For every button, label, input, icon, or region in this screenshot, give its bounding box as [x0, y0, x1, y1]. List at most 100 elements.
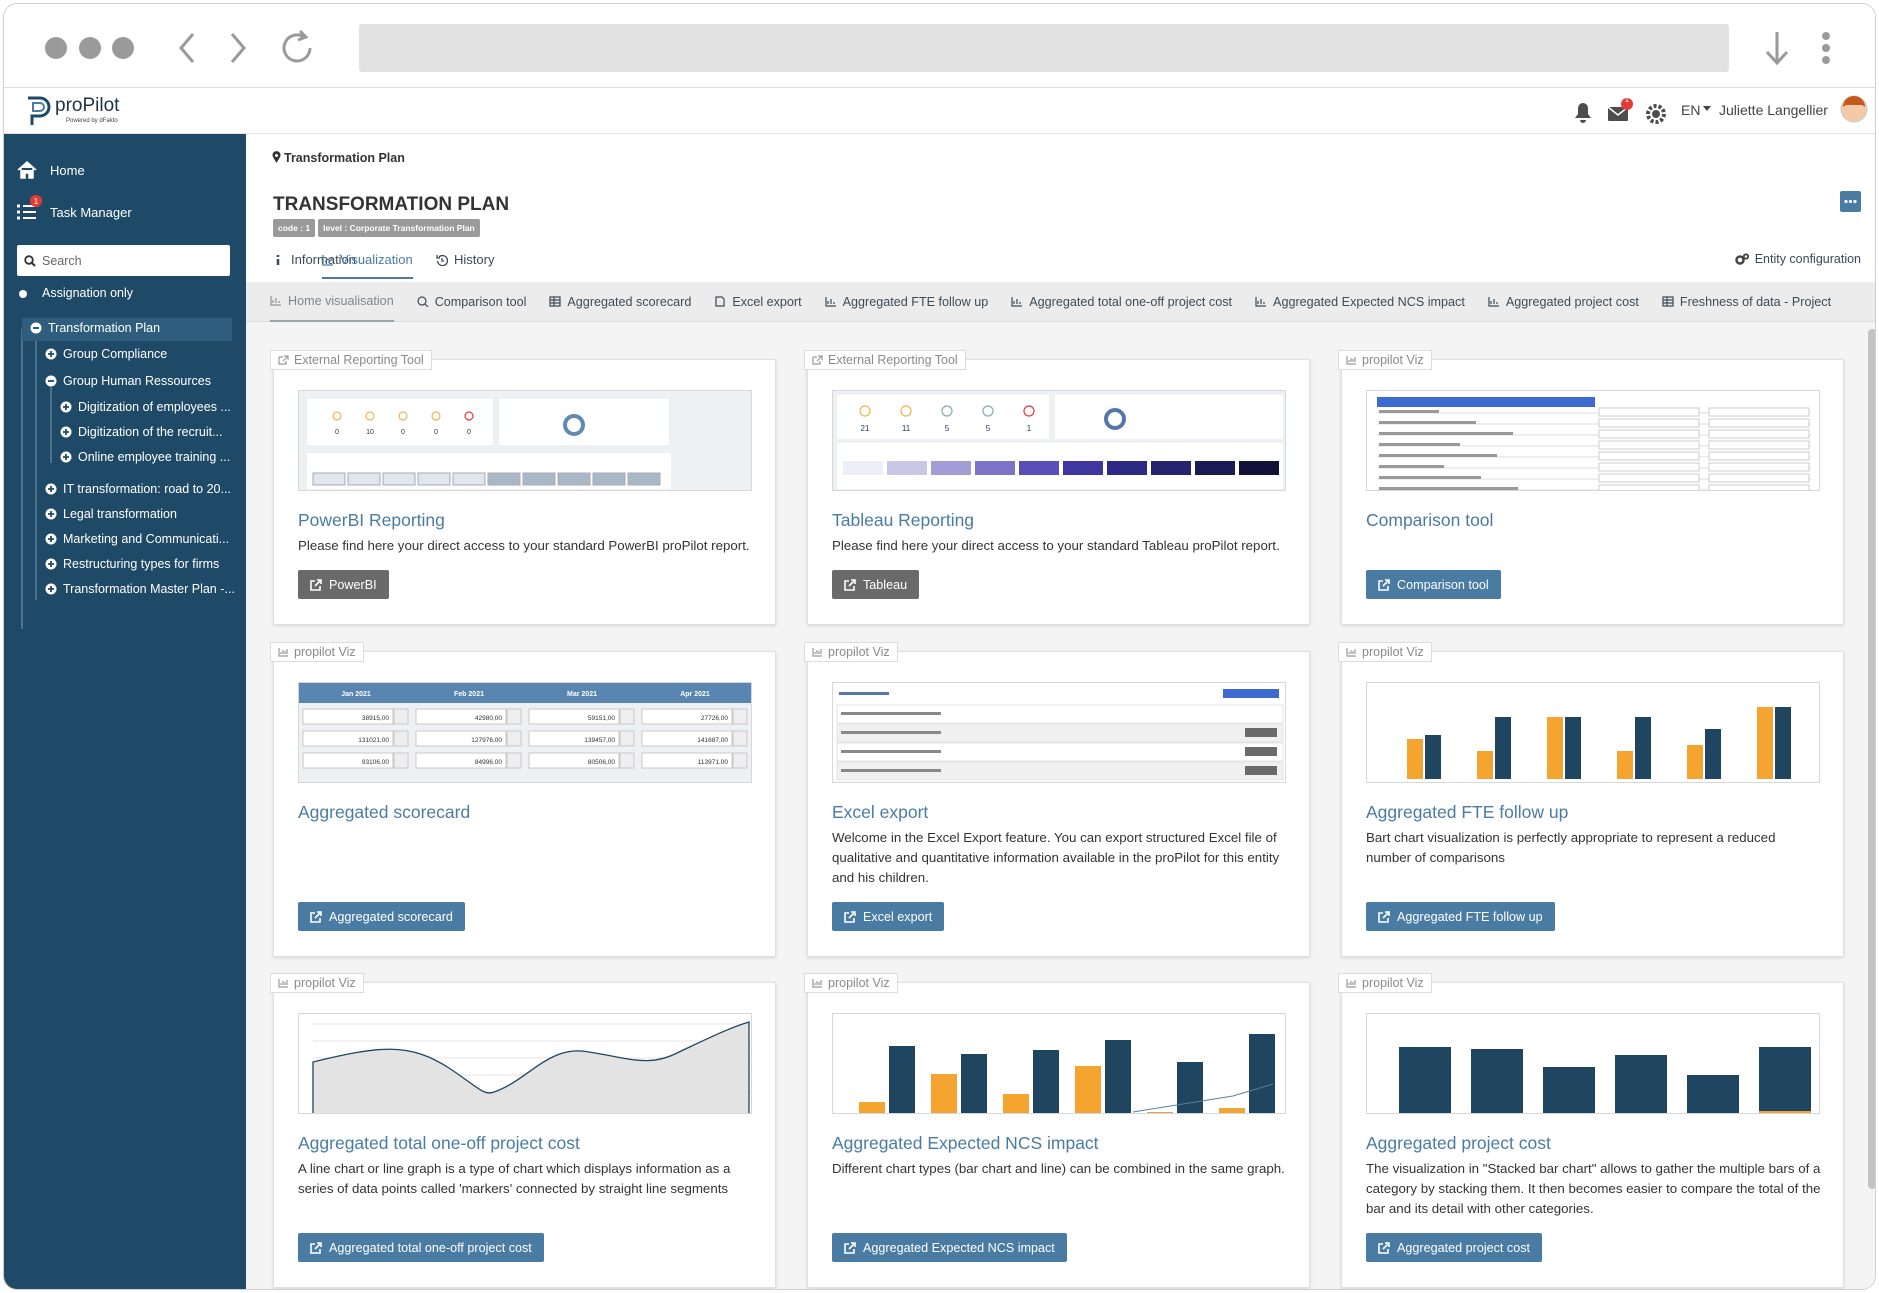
scrollbar[interactable] [1868, 329, 1876, 1189]
expand-icon[interactable] [45, 533, 57, 545]
page-tab[interactable]: History [436, 252, 494, 267]
card-button[interactable]: PowerBI [298, 570, 389, 599]
address-bar[interactable] [359, 24, 1729, 72]
tree-item[interactable]: Marketing and Communicati... [45, 532, 229, 546]
card-title[interactable]: Excel export [832, 802, 928, 823]
card-title[interactable]: Aggregated FTE follow up [1366, 802, 1568, 823]
subtab[interactable]: Aggregated total one-off project cost [1011, 282, 1232, 322]
card-button[interactable]: Comparison tool [1366, 570, 1501, 599]
menu-dot[interactable] [1822, 44, 1830, 52]
card-button[interactable]: Aggregated project cost [1366, 1233, 1542, 1262]
subtab[interactable]: Aggregated Expected NCS impact [1255, 282, 1465, 322]
expand-icon[interactable] [45, 483, 57, 495]
page-tab-label[interactable]: Visualization [340, 252, 413, 267]
tree-label[interactable]: Transformation Master Plan -... [63, 582, 235, 596]
tree-label[interactable]: Legal transformation [63, 507, 177, 521]
subtab-label[interactable]: Home visualisation [288, 294, 394, 308]
tree-item[interactable]: IT transformation: road to 20... [45, 482, 231, 496]
card-button[interactable]: Aggregated Expected NCS impact [832, 1233, 1067, 1262]
tree-item[interactable]: Restructuring types for firms [45, 557, 219, 571]
tree-label[interactable]: Transformation Plan [48, 321, 160, 335]
subtab-label[interactable]: Freshness of data - Project [1680, 295, 1831, 309]
menu-dot[interactable] [1822, 32, 1830, 40]
breadcrumb[interactable]: Transformation Plan [284, 151, 405, 165]
card-button-label[interactable]: Aggregated Expected NCS impact [863, 1241, 1055, 1255]
tree-item[interactable]: Transformation Plan [30, 321, 160, 335]
tree-label[interactable]: Marketing and Communicati... [63, 532, 229, 546]
subtab-label[interactable]: Aggregated total one-off project cost [1029, 295, 1232, 309]
subtab[interactable]: Freshness of data - Project [1662, 282, 1831, 322]
tree-label[interactable]: Online employee training ... [78, 450, 230, 464]
forward-button[interactable] [232, 34, 244, 62]
tree-item[interactable]: Legal transformation [45, 507, 177, 521]
tree-label[interactable]: Restructuring types for firms [63, 557, 219, 571]
expand-icon[interactable] [45, 348, 57, 360]
card-button[interactable]: Aggregated scorecard [298, 902, 465, 931]
subtab-label[interactable]: Comparison tool [435, 295, 527, 309]
subtab[interactable]: Aggregated project cost [1488, 282, 1639, 322]
card-title[interactable]: Aggregated project cost [1366, 1133, 1551, 1154]
entity-configuration-label[interactable]: Entity configuration [1755, 252, 1861, 266]
subtab-label[interactable]: Aggregated project cost [1506, 295, 1639, 309]
subtab[interactable]: Home visualisation [270, 282, 394, 322]
user-avatar[interactable] [1840, 95, 1868, 123]
card-button-label[interactable]: Aggregated FTE follow up [1397, 910, 1543, 924]
card-title[interactable]: Comparison tool [1366, 510, 1493, 531]
subtab-label[interactable]: Aggregated Expected NCS impact [1273, 295, 1465, 309]
tree-label[interactable]: Group Human Ressources [63, 374, 211, 388]
expand-icon[interactable] [45, 508, 57, 520]
card-button[interactable]: Aggregated total one-off project cost [298, 1233, 544, 1262]
menu-dot[interactable] [1822, 56, 1830, 64]
expand-icon[interactable] [45, 583, 57, 595]
entity-configuration[interactable]: Entity configuration [1735, 252, 1861, 266]
card-title[interactable]: Aggregated Expected NCS impact [832, 1133, 1099, 1154]
subtab-label[interactable]: Excel export [732, 295, 801, 309]
tree-label[interactable]: Digitization of the recruit... [78, 425, 223, 439]
tree-item[interactable]: Group Human Ressources [45, 374, 211, 388]
page-tab-label[interactable]: History [454, 252, 494, 267]
tree-item[interactable]: Digitization of employees ... [60, 400, 231, 414]
notification-bell[interactable] [1575, 103, 1591, 123]
user-name[interactable]: Juliette Langellier [1719, 102, 1828, 118]
tree-item[interactable]: Transformation Master Plan -... [45, 582, 235, 596]
expand-icon[interactable] [60, 426, 72, 438]
card-button-label[interactable]: Aggregated scorecard [329, 910, 453, 924]
card-title[interactable]: Aggregated total one-off project cost [298, 1133, 580, 1154]
subtab[interactable]: Aggregated FTE follow up [825, 282, 989, 322]
tree-label[interactable]: Group Compliance [63, 347, 167, 361]
card-button-label[interactable]: Aggregated project cost [1397, 1241, 1530, 1255]
tree-label[interactable]: Digitization of employees ... [78, 400, 231, 414]
card-title[interactable]: PowerBI Reporting [298, 510, 445, 531]
card-button-label[interactable]: Aggregated total one-off project cost [329, 1241, 532, 1255]
card-title[interactable]: Aggregated scorecard [298, 802, 470, 823]
tree-item[interactable]: Group Compliance [45, 347, 167, 361]
tree-label[interactable]: IT transformation: road to 20... [63, 482, 231, 496]
subtab[interactable]: Comparison tool [417, 282, 527, 322]
collapse-icon[interactable] [45, 375, 57, 387]
collapse-icon[interactable] [30, 322, 42, 334]
subtab-label[interactable]: Aggregated FTE follow up [843, 295, 989, 309]
more-button[interactable] [1840, 191, 1861, 212]
subtab[interactable]: Excel export [714, 282, 801, 322]
card-button-label[interactable]: Comparison tool [1397, 578, 1489, 592]
page-tab[interactable]: Visualization [322, 252, 413, 279]
expand-icon[interactable] [60, 401, 72, 413]
thumb-count: 5 [945, 424, 950, 433]
back-button[interactable] [181, 34, 193, 62]
tree-item[interactable]: Digitization of the recruit... [60, 425, 223, 439]
card-button[interactable]: Tableau [832, 570, 919, 599]
expand-icon[interactable] [45, 558, 57, 570]
language-selector[interactable]: EN [1681, 102, 1700, 118]
expand-icon[interactable] [60, 451, 72, 463]
subtab[interactable]: Aggregated scorecard [549, 282, 691, 322]
card-button-label[interactable]: Excel export [863, 910, 932, 924]
card-button[interactable]: Excel export [832, 902, 944, 931]
download-button[interactable] [1767, 32, 1787, 63]
reload-button[interactable] [284, 35, 310, 61]
card-button[interactable]: Aggregated FTE follow up [1366, 902, 1555, 931]
tree-item[interactable]: Online employee training ... [60, 450, 230, 464]
card-title[interactable]: Tableau Reporting [832, 510, 974, 531]
subtab-label[interactable]: Aggregated scorecard [567, 295, 691, 309]
card-button-label[interactable]: Tableau [863, 578, 907, 592]
card-button-label[interactable]: PowerBI [329, 578, 377, 592]
